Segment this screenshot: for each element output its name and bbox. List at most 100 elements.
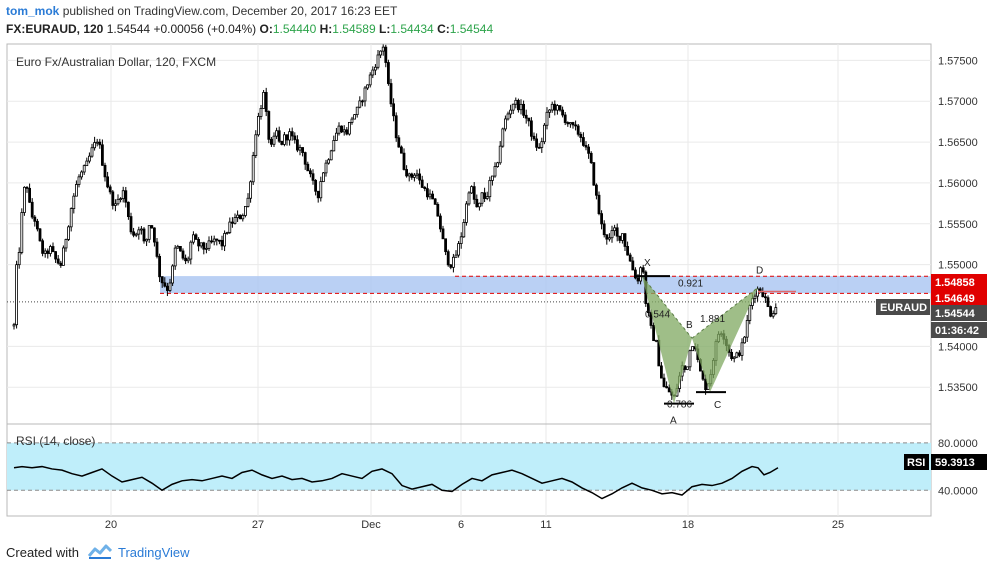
candle-body bbox=[137, 229, 141, 235]
candle-body bbox=[17, 252, 21, 266]
candle-body bbox=[210, 240, 214, 243]
candle-body bbox=[51, 246, 55, 252]
candle-body bbox=[454, 254, 458, 258]
candle-body bbox=[441, 228, 445, 240]
candle-body bbox=[639, 267, 642, 282]
rsi-band bbox=[7, 442, 931, 491]
candle-body bbox=[215, 238, 219, 241]
candle-body bbox=[43, 250, 47, 254]
candle-body bbox=[225, 232, 229, 234]
rsi-line bbox=[13, 465, 779, 500]
candle-body bbox=[483, 192, 487, 199]
candle-body bbox=[72, 195, 76, 210]
candle-body bbox=[324, 162, 328, 174]
candle-body bbox=[204, 247, 208, 250]
candle-body bbox=[686, 366, 689, 370]
candle-body bbox=[93, 142, 96, 149]
candle-body bbox=[543, 124, 546, 143]
price-tick-label: 1.55500 bbox=[938, 219, 978, 231]
created-with-text: Created with bbox=[6, 545, 79, 560]
price-axis[interactable]: 1.57500 1.57000 1.56500 1.56000 1.55500 1.550… bbox=[938, 55, 978, 497]
point-x-label: X bbox=[644, 258, 651, 269]
candle-body bbox=[522, 103, 525, 116]
candle-body bbox=[114, 203, 117, 206]
candle-body bbox=[129, 216, 133, 233]
close-value: 1.54544 bbox=[449, 22, 494, 36]
candle-body bbox=[184, 257, 188, 262]
candle-body bbox=[371, 69, 375, 76]
pattern-bcd bbox=[692, 287, 758, 393]
candle-body bbox=[56, 258, 60, 264]
candle-body bbox=[288, 131, 292, 141]
candle-body bbox=[121, 190, 125, 200]
candle-body bbox=[88, 155, 91, 162]
candle-body bbox=[69, 208, 73, 228]
rsi-title: RSI (14, close) bbox=[16, 434, 95, 448]
candle-body bbox=[155, 241, 159, 257]
candle-body bbox=[446, 251, 450, 266]
rsi-tag-text: RSI bbox=[907, 457, 925, 469]
candle-body bbox=[197, 239, 201, 247]
candle-body bbox=[621, 233, 624, 241]
time-tick-label: 11 bbox=[540, 519, 551, 530]
candle-body bbox=[506, 113, 510, 120]
candle-body bbox=[36, 220, 39, 230]
candle-body bbox=[574, 124, 577, 127]
candle-body bbox=[464, 203, 468, 223]
candle-body bbox=[730, 351, 733, 359]
candle-body bbox=[316, 190, 320, 199]
price-chart[interactable]: X A B C D 0.921 0.544 1.881 0.786 Euro Fx/Austra… bbox=[0, 40, 990, 530]
time-tick-label: 6 bbox=[458, 519, 464, 530]
time-tick-label: 18 bbox=[682, 519, 694, 530]
candle-body bbox=[251, 155, 255, 183]
candle-body bbox=[766, 297, 770, 308]
candle-body bbox=[415, 173, 419, 176]
candle-body bbox=[615, 227, 619, 237]
candle-body bbox=[85, 160, 89, 167]
candle-body bbox=[527, 117, 531, 122]
price-tick-label: 1.53500 bbox=[938, 382, 978, 394]
candle-body bbox=[498, 145, 502, 164]
candle-body bbox=[423, 187, 427, 190]
candle-body bbox=[738, 352, 741, 356]
candle-body bbox=[220, 240, 224, 247]
symbol-label: FX:EURAUD, 120 bbox=[6, 22, 104, 36]
price-tick-label: 1.56000 bbox=[938, 178, 978, 190]
candle-body bbox=[530, 120, 533, 137]
candle-body bbox=[119, 198, 122, 201]
tradingview-brand-link[interactable]: TradingView bbox=[118, 545, 190, 560]
candle-body bbox=[550, 103, 554, 111]
candle-body bbox=[584, 145, 588, 148]
candle-body bbox=[90, 147, 94, 157]
candle-body bbox=[405, 169, 409, 177]
candle-body bbox=[488, 180, 492, 198]
candle-body bbox=[535, 138, 538, 148]
candle-body bbox=[451, 256, 455, 268]
candle-body bbox=[472, 186, 476, 200]
candle-body bbox=[444, 238, 448, 253]
candle-body bbox=[485, 196, 489, 199]
author-link[interactable]: tom_mok bbox=[6, 4, 60, 18]
time-tick-label: 20 bbox=[105, 519, 117, 530]
candle-body bbox=[132, 231, 136, 236]
candle-body bbox=[480, 192, 484, 204]
rsi-value: 59.3913 bbox=[935, 457, 975, 469]
candle-body bbox=[579, 133, 583, 138]
candle-body bbox=[566, 122, 570, 125]
candle-body bbox=[519, 103, 523, 111]
support-zone bbox=[160, 276, 931, 294]
candle-body bbox=[290, 131, 294, 137]
candle-body bbox=[334, 132, 338, 141]
candle-body bbox=[59, 262, 63, 266]
candle-body bbox=[306, 163, 310, 172]
candle-body bbox=[475, 198, 479, 208]
symbol-tag: EURAUD bbox=[876, 299, 930, 315]
candle-body bbox=[420, 179, 424, 188]
candle-body bbox=[350, 118, 354, 123]
pattern-xb-leg bbox=[641, 275, 693, 339]
time-axis[interactable]: 20 27 Dec 6 11 18 25 bbox=[105, 519, 844, 530]
candle-body bbox=[771, 313, 775, 317]
candle-body bbox=[608, 237, 611, 240]
candle-body bbox=[127, 201, 130, 217]
candle-body bbox=[740, 342, 744, 356]
